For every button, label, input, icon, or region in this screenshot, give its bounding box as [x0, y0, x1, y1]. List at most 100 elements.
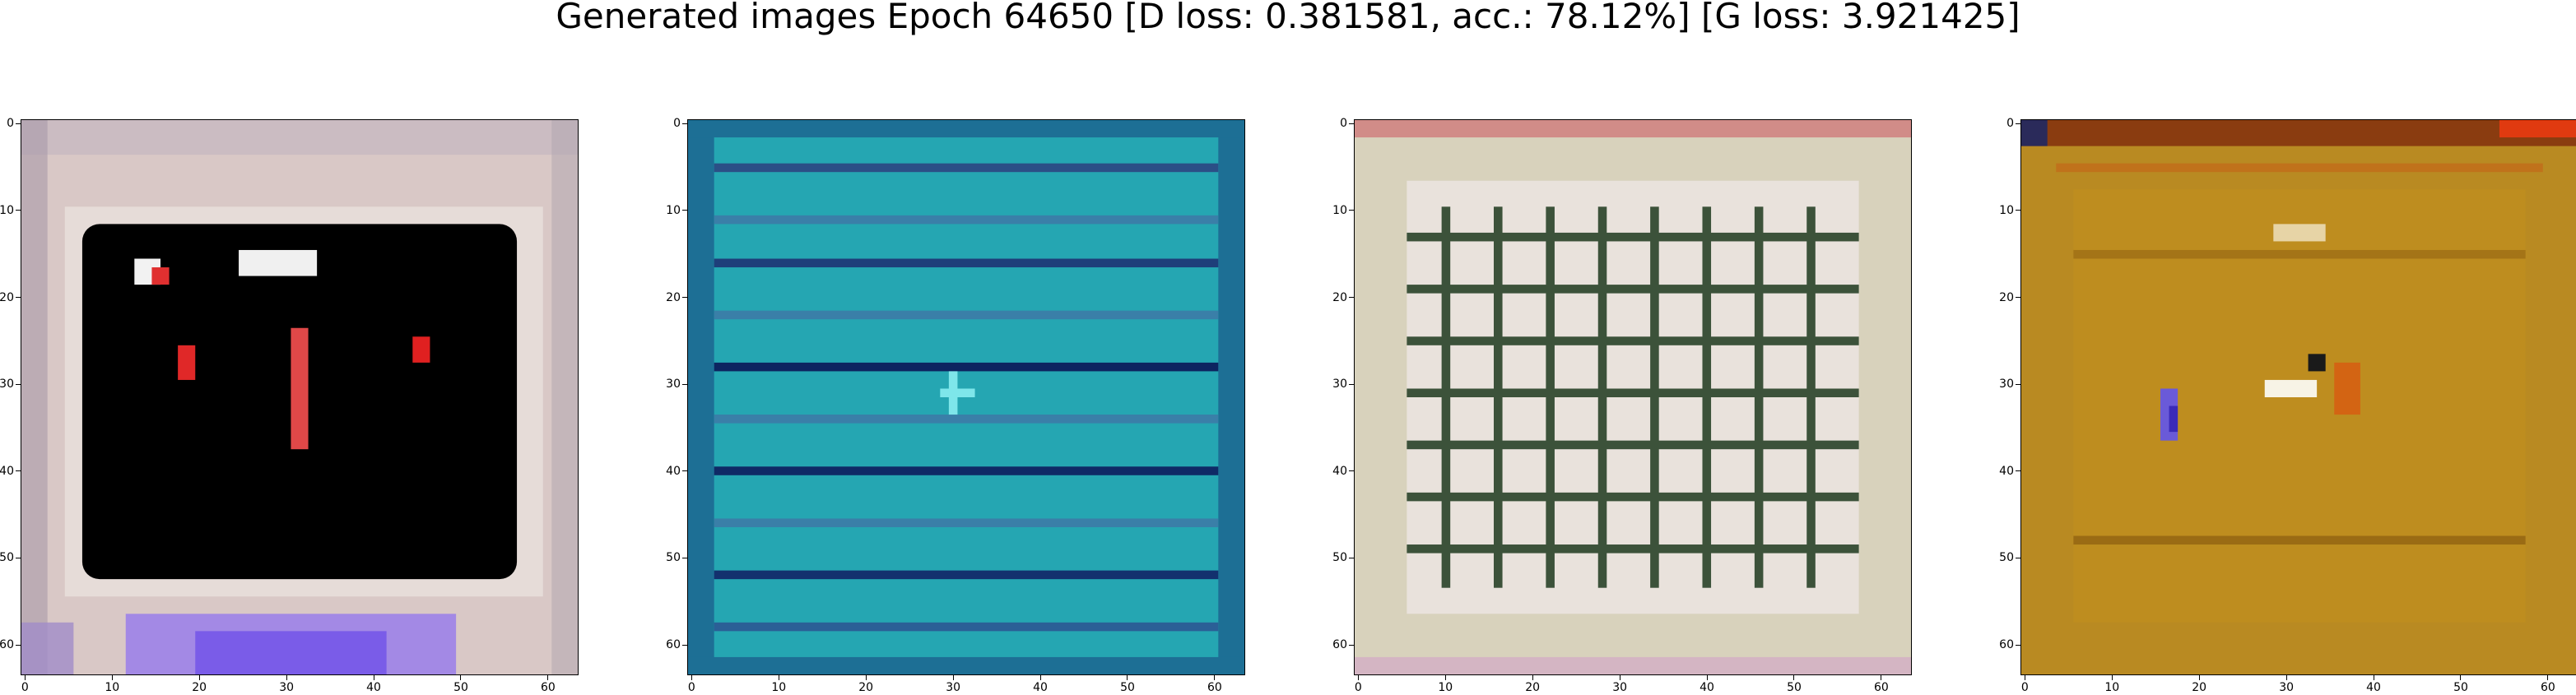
image-frame — [21, 119, 579, 675]
y-tick-label: 40 — [666, 464, 681, 478]
y-tick-mark — [682, 644, 687, 646]
x-tick-label: 30 — [2279, 681, 2295, 694]
y-tick-label: 60 — [1332, 638, 1347, 652]
y-tick-mark — [16, 470, 21, 472]
y-tick-label: 30 — [666, 378, 681, 392]
y-tick-mark — [1349, 644, 1354, 646]
x-tick-label: 30 — [1612, 681, 1628, 694]
y-tick-label: 0 — [673, 117, 681, 131]
x-tick-label: 30 — [946, 681, 961, 694]
y-tick-mark — [682, 470, 687, 472]
y-tick-label: 0 — [1340, 117, 1347, 131]
y-tick-label: 60 — [0, 638, 14, 652]
x-tick-mark — [865, 675, 867, 680]
x-tick-label: 20 — [858, 681, 874, 694]
x-tick-mark — [1357, 675, 1359, 680]
y-tick-label: 50 — [0, 551, 14, 565]
generated-image-3 — [1355, 120, 1911, 674]
x-tick-mark — [460, 675, 462, 680]
y-tick-label: 30 — [1332, 378, 1347, 392]
x-tick-mark — [547, 675, 549, 680]
y-tick-label: 30 — [0, 378, 14, 392]
x-tick-label: 60 — [2541, 681, 2555, 694]
x-tick-label: 10 — [771, 681, 787, 694]
y-tick-label: 60 — [666, 638, 681, 652]
figure-title: Generated images Epoch 64650 [D loss: 0.… — [556, 0, 2020, 36]
y-tick-mark — [16, 123, 21, 124]
sample-panel-1: 0 10 20 30 40 50 60 0 10 20 30 40 50 60 — [0, 118, 579, 693]
x-tick-label: 10 — [105, 681, 120, 694]
y-tick-mark — [16, 644, 21, 646]
generated-image-2 — [688, 120, 1244, 674]
generated-image-1 — [21, 120, 578, 674]
y-tick-label: 20 — [1332, 290, 1347, 304]
y-tick-mark — [2016, 123, 2020, 124]
y-tick-label: 40 — [1332, 464, 1347, 478]
y-tick-label: 10 — [1999, 203, 2014, 217]
x-tick-mark — [690, 675, 692, 680]
x-tick-label: 40 — [1033, 681, 1048, 694]
sample-panel-3: 0 10 20 30 40 50 60 0 10 20 30 40 50 60 — [1332, 118, 1912, 693]
y-tick-mark — [682, 123, 687, 124]
x-tick-label: 0 — [1354, 681, 1362, 694]
x-tick-mark — [1793, 675, 1795, 680]
x-tick-label: 10 — [2104, 681, 2120, 694]
y-tick-label: 40 — [1999, 464, 2014, 478]
x-tick-label: 20 — [2192, 681, 2207, 694]
y-tick-mark — [2016, 470, 2020, 472]
y-tick-label: 10 — [0, 203, 14, 217]
generated-image-4 — [2021, 120, 2576, 674]
y-tick-mark — [682, 210, 687, 211]
y-tick-mark — [2016, 644, 2020, 646]
x-tick-label: 10 — [1438, 681, 1453, 694]
image-frame — [2020, 119, 2576, 675]
y-tick-mark — [1349, 210, 1354, 211]
x-tick-mark — [2460, 675, 2462, 680]
y-tick-mark — [2016, 297, 2020, 299]
y-tick-mark — [1349, 470, 1354, 472]
y-tick-label: 50 — [666, 551, 681, 565]
y-tick-mark — [682, 297, 687, 299]
x-tick-label: 40 — [1700, 681, 1714, 694]
y-tick-mark — [16, 210, 21, 211]
x-tick-mark — [2198, 675, 2200, 680]
sample-panel-2: 0 10 20 30 40 50 60 0 10 20 30 40 50 60 — [666, 118, 1245, 693]
x-tick-label: 40 — [366, 681, 381, 694]
y-tick-label: 20 — [1999, 290, 2014, 304]
y-tick-label: 10 — [1332, 203, 1347, 217]
y-tick-label: 0 — [2006, 117, 2014, 131]
x-tick-mark — [1127, 675, 1128, 680]
y-tick-label: 10 — [666, 203, 681, 217]
x-tick-label: 50 — [1120, 681, 1135, 694]
y-tick-mark — [1349, 297, 1354, 299]
y-tick-label: 20 — [0, 290, 14, 304]
x-tick-mark — [111, 675, 113, 680]
x-tick-mark — [24, 675, 26, 680]
x-tick-label: 50 — [2453, 681, 2468, 694]
y-tick-label: 30 — [1999, 378, 2014, 392]
x-tick-label: 30 — [279, 681, 295, 694]
y-tick-mark — [16, 383, 21, 385]
x-tick-mark — [2111, 675, 2113, 680]
y-tick-label: 50 — [1332, 551, 1347, 565]
x-tick-label: 60 — [1874, 681, 1889, 694]
x-tick-mark — [1706, 675, 1708, 680]
x-tick-label: 20 — [192, 681, 207, 694]
y-tick-mark — [1349, 123, 1354, 124]
y-tick-label: 40 — [0, 464, 14, 478]
x-tick-mark — [1214, 675, 1216, 680]
y-tick-label: 20 — [666, 290, 681, 304]
y-tick-label: 0 — [7, 117, 14, 131]
x-tick-mark — [2285, 675, 2287, 680]
image-frame — [687, 119, 1245, 675]
x-tick-mark — [198, 675, 200, 680]
y-tick-mark — [682, 383, 687, 385]
x-tick-label: 0 — [687, 681, 695, 694]
y-tick-mark — [1349, 383, 1354, 385]
x-tick-mark — [286, 675, 287, 680]
x-tick-label: 0 — [21, 681, 29, 694]
x-tick-label: 0 — [2020, 681, 2029, 694]
y-tick-mark — [2016, 383, 2020, 385]
y-tick-mark — [16, 297, 21, 299]
x-tick-label: 50 — [1787, 681, 1802, 694]
